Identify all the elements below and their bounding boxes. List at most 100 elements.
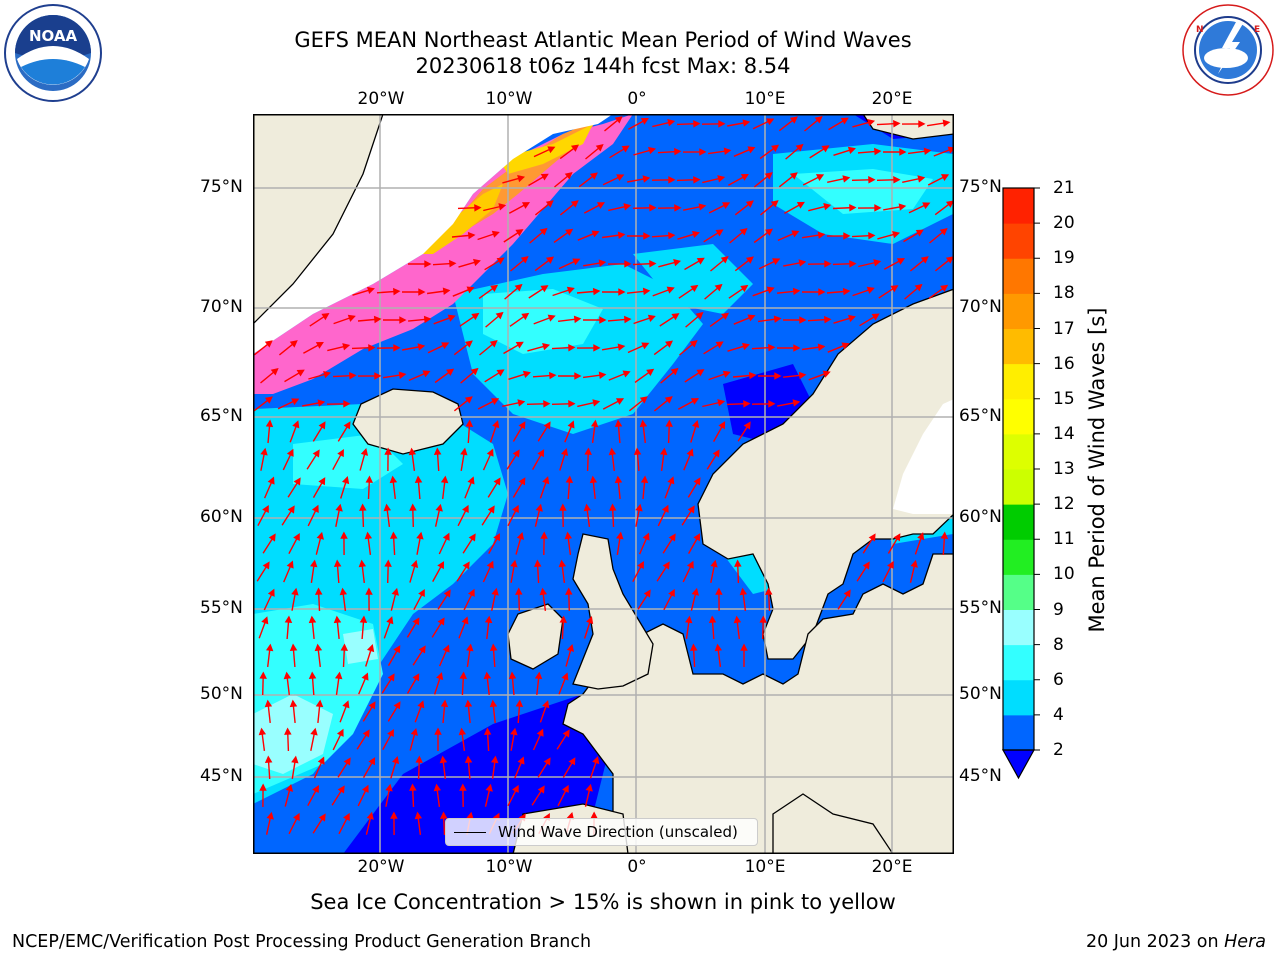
wind-wave-arrowhead [518,477,526,486]
wind-wave-arrowhead [368,701,376,710]
noaa-logo: NOAA [4,4,102,102]
wind-wave-arrowhead [817,231,826,239]
wind-wave-arrowhead [559,615,568,623]
wind-wave-arrowhead [284,727,292,735]
wind-wave-arrowhead [464,699,473,708]
wind-wave-arrowhead [847,146,856,155]
wind-wave-arrowhead [662,561,670,570]
wind-wave-arrowhead [821,145,830,153]
wind-wave-arrowhead [698,203,707,211]
colorbar-box [1003,433,1034,470]
colorbar-tick-label: 20 [1053,213,1075,234]
wind-wave-arrowhead [418,588,425,598]
wind-wave-arrowhead [334,671,343,680]
wind-wave-arrowhead [940,531,949,539]
wind-wave-arrowhead [564,172,573,180]
wind-wave-arrowhead [722,370,731,378]
colorbar-box [1003,504,1034,540]
bottom-lon-label: 20°W [357,857,405,877]
wind-wave-arrowhead [714,643,723,652]
wind-wave-arrowhead [585,783,593,792]
wind-wave-arrowhead [442,532,450,541]
wind-wave-arrowhead [399,316,407,324]
wind-wave-arrowhead [410,559,419,569]
wind-wave-arrowhead [593,344,601,352]
wind-wave-arrowhead [335,503,343,512]
wind-wave-arrowhead [486,448,494,457]
wind-wave-arrowhead [740,173,749,181]
wind-wave-arrowhead [917,175,926,183]
colorbar-box [1003,609,1034,646]
wind-wave-arrowhead [668,588,675,598]
wind-wave-arrowhead [312,784,319,794]
top-lon-label: 10°E [744,89,786,109]
wind-wave-arrowhead [260,447,268,456]
wind-wave-arrowhead [417,700,425,709]
wind-wave-arrowhead [671,313,680,321]
bottom-lon-label: 10°E [744,857,786,877]
wind-wave-arrowhead [814,116,823,124]
wind-wave-arrowhead [621,145,630,153]
wind-wave-arrowhead [798,371,807,380]
wind-wave-arrowhead [723,147,732,155]
wind-wave-arrowhead [461,616,469,625]
wind-wave-arrowhead [599,316,607,324]
wind-wave-arrowhead [566,286,575,294]
wind-wave-arrowhead [316,531,324,540]
wind-wave-arrowhead [464,340,473,348]
wind-wave-arrowhead [486,560,494,569]
wind-wave-arrowhead [824,315,832,324]
wind-wave-arrowhead [646,368,655,377]
wind-wave-arrowhead [798,259,807,267]
wind-wave-arrowhead [418,288,426,296]
wind-wave-arrowhead [561,672,569,681]
wind-wave-arrowhead [387,673,395,682]
wind-wave-arrowhead [418,645,426,654]
wind-wave-arrowhead [308,615,317,624]
wind-wave-arrowhead [542,476,550,485]
left-lat-label: 75°N [200,177,243,197]
wind-wave-arrowhead [914,283,923,292]
wind-wave-arrowhead [359,503,367,511]
wind-wave-arrowhead [614,116,623,124]
wind-wave-arrowhead [259,783,267,791]
wind-wave-arrowhead [492,420,500,429]
wind-wave-arrowhead [359,615,368,623]
wind-wave-arrowhead [471,312,480,321]
top-lon-label: 10°W [485,89,533,109]
wind-wave-arrowhead [673,258,682,267]
wind-wave-arrowhead [592,756,600,765]
wind-wave-arrowhead [739,587,748,596]
wind-wave-arrowhead [543,421,551,430]
wind-wave-arrowhead [843,232,851,240]
wind-wave-arrowhead [939,228,948,236]
wind-wave-arrowhead [449,259,457,268]
wind-wave-arrowhead [518,421,526,430]
wind-wave-arrowhead [416,531,424,540]
wind-wave-arrowhead [772,258,781,266]
wind-wave-arrowhead [614,419,623,427]
wind-wave-arrowhead [293,477,301,486]
wind-wave-arrowhead [536,728,544,737]
wind-wave-arrowhead [343,400,351,408]
wind-wave-arrowhead [383,503,392,512]
colorbar-box [1003,293,1034,329]
map-panel [253,114,954,854]
wind-wave-arrowhead [358,559,367,568]
wind-wave-arrowhead [341,476,350,485]
wind-wave-arrowhead [522,370,531,379]
wind-wave-arrowhead [733,615,742,624]
wind-wave-arrowhead [823,203,832,211]
wind-wave-arrowhead [343,757,351,766]
wind-wave-arrowhead [515,341,524,349]
wind-wave-arrowhead [664,396,673,404]
wind-wave-arrowhead [545,256,554,264]
footer-credit: NCEP/EMC/Verification Post Processing Pr… [12,932,592,952]
mainland-europe-land [562,553,954,854]
wind-wave-arrowhead [689,340,698,348]
wind-wave-arrowhead [368,757,376,766]
wind-wave-arrowhead [462,561,470,570]
wind-wave-arrowhead [398,371,407,379]
wind-wave-arrowhead [467,476,475,485]
wind-wave-arrowhead [515,699,524,707]
